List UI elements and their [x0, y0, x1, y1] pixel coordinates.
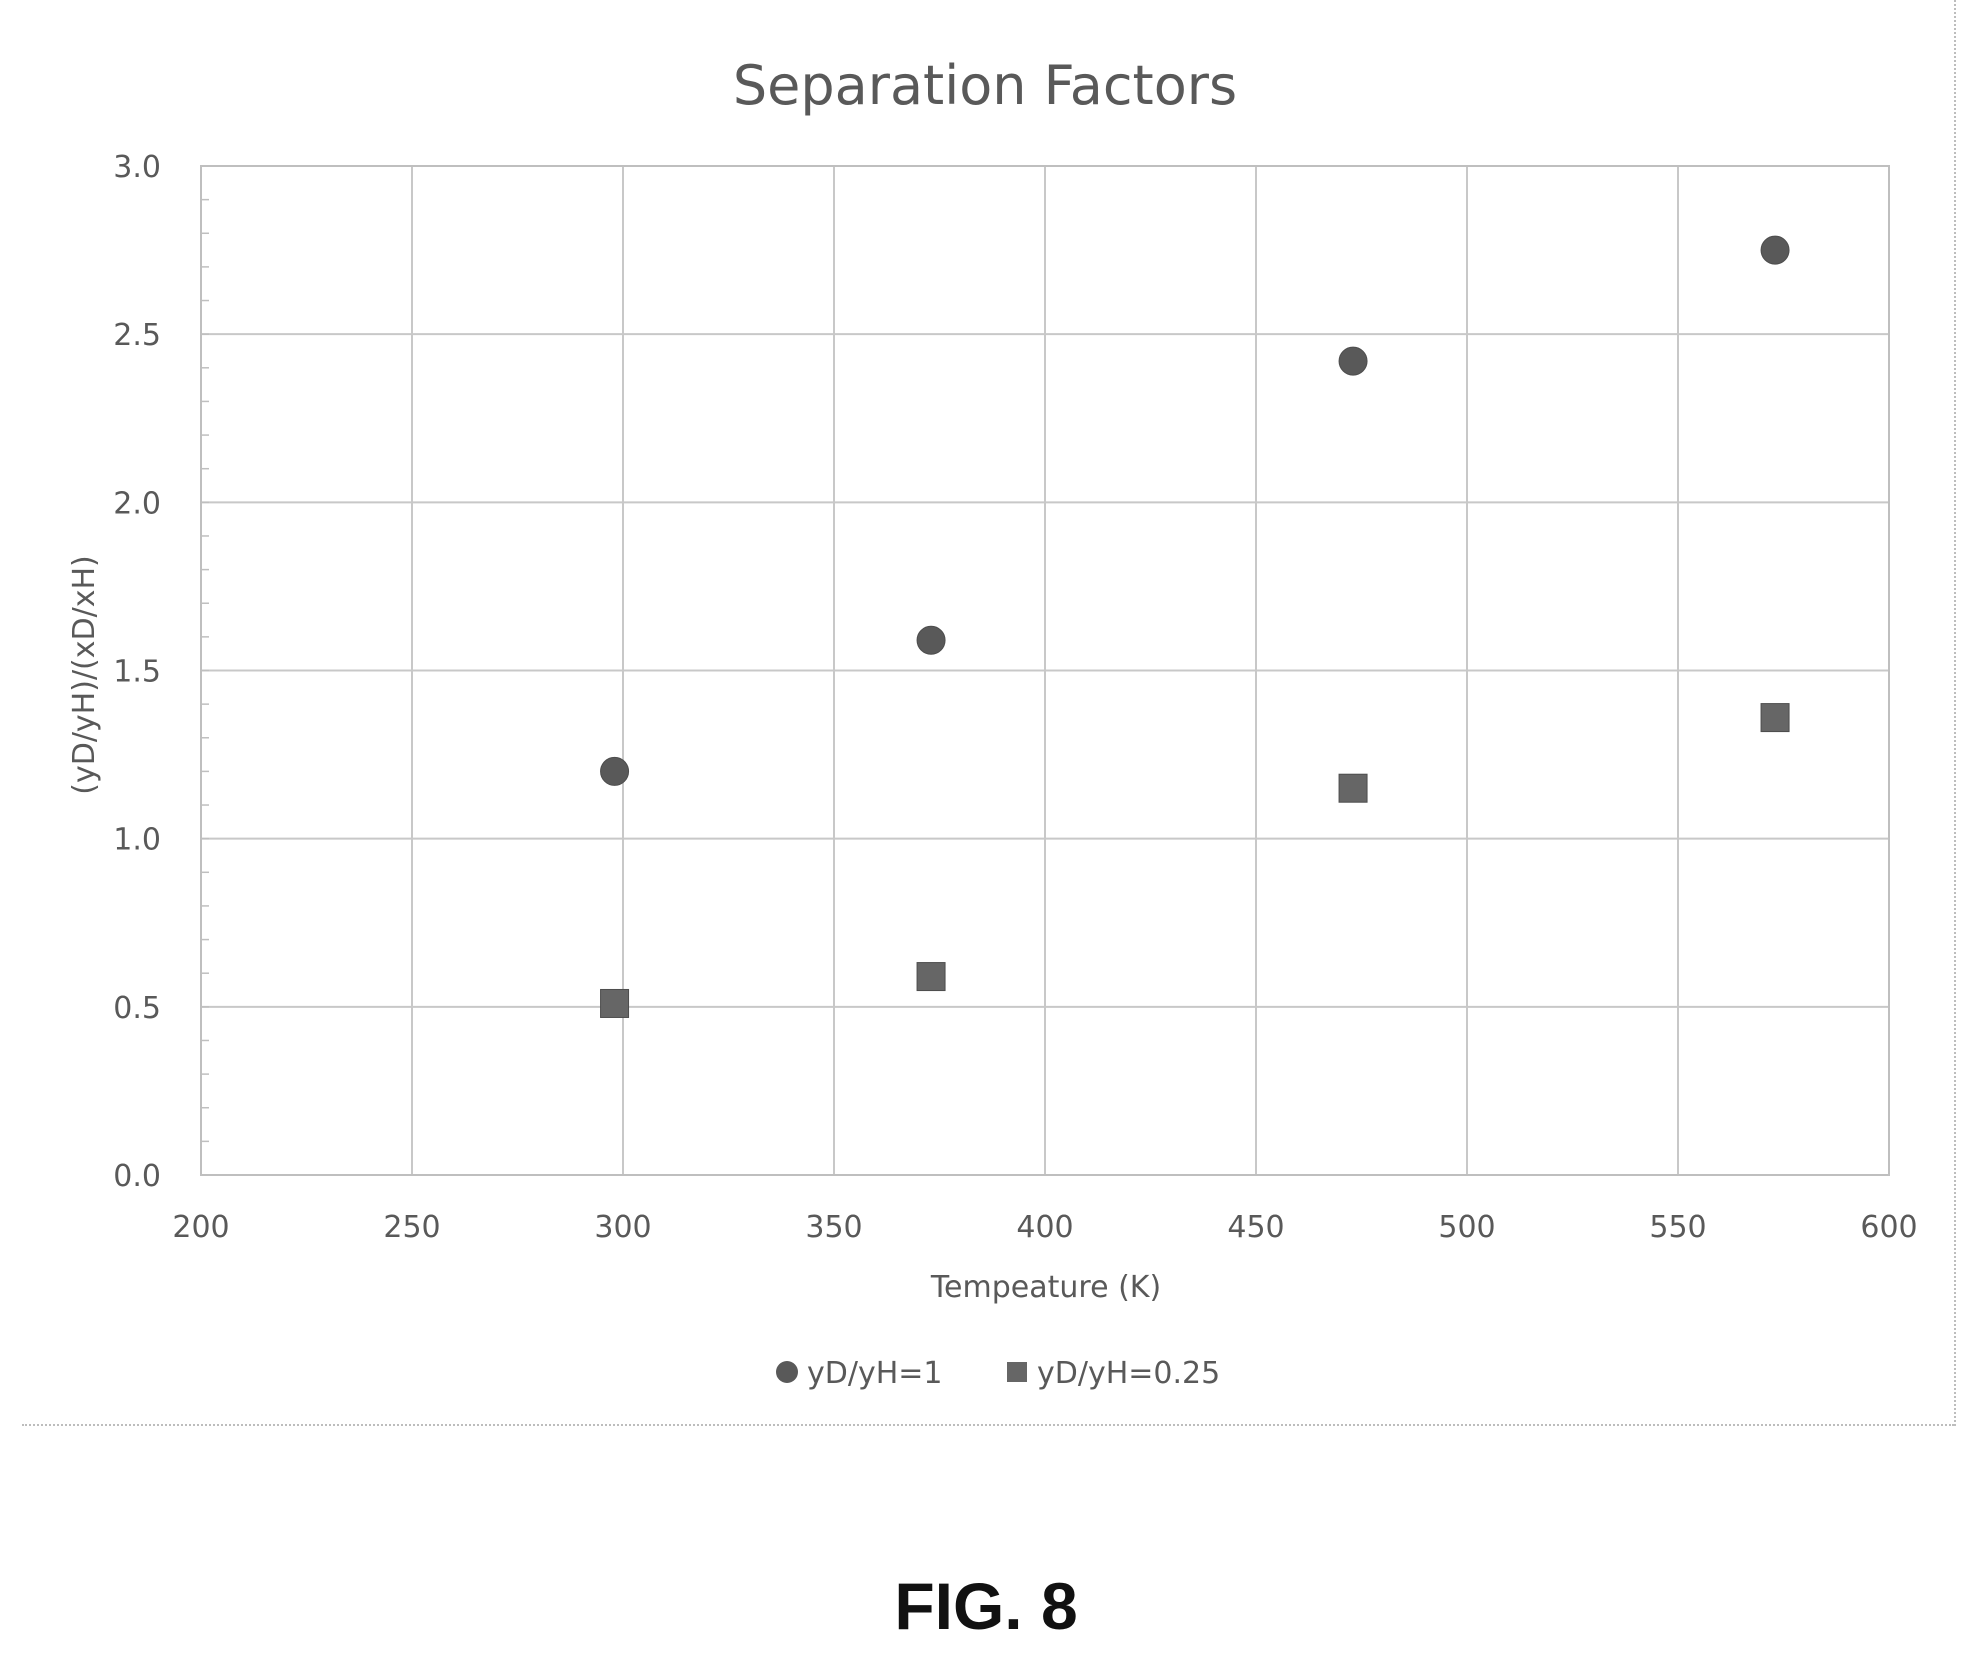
- grid-lines: [200, 165, 1890, 1176]
- y-tick-label: 1.0: [113, 823, 161, 858]
- data-point-circle: [600, 756, 630, 786]
- legend-marker-circle: [776, 1361, 798, 1383]
- x-tick-label: 500: [1438, 1210, 1495, 1245]
- x-axis-label: Tempeature (K): [930, 1270, 1161, 1305]
- data-points: [600, 235, 1790, 1018]
- y-tick-label: 0.0: [113, 1159, 161, 1194]
- legend-marker-square: [1007, 1362, 1027, 1382]
- y-tick-label: 2.0: [113, 486, 161, 521]
- x-tick-label: 450: [1227, 1210, 1284, 1245]
- y-tick-label: 2.5: [113, 318, 161, 353]
- scatter-chart: Separation Factors 200 250 300 350 400 450 500…: [67, 54, 1918, 1391]
- chart-frame-right-edge: [1954, 0, 1956, 1426]
- y-tick-label: 3.0: [113, 150, 161, 185]
- data-point-circle: [1338, 346, 1368, 376]
- y-tick-label: 1.5: [113, 655, 161, 690]
- x-tick-label: 250: [383, 1210, 440, 1245]
- chart-area: Separation Factors 200 250 300 350 400 450 500…: [22, 0, 1956, 1426]
- data-point-square: [916, 962, 946, 992]
- legend-label: yD/yH=0.25: [1037, 1356, 1220, 1391]
- x-tick-label: 200: [172, 1210, 229, 1245]
- y-tick-label: 0.5: [113, 991, 161, 1026]
- x-tick-label: 350: [805, 1210, 862, 1245]
- chart-frame-bottom-edge: [22, 1424, 1954, 1426]
- y-axis-ticks: 0.0 0.5 1.0 1.5 2.0 2.5 3.0: [113, 150, 161, 1194]
- x-tick-label: 550: [1649, 1210, 1706, 1245]
- data-point-square: [600, 988, 630, 1018]
- y-axis-label: (yD/yH)/(xD/xH): [67, 555, 102, 794]
- legend: yD/yH=1 yD/yH=0.25: [776, 1356, 1220, 1391]
- x-tick-label: 600: [1860, 1210, 1917, 1245]
- plot-area: [200, 165, 1890, 1176]
- figure-label: FIG. 8: [894, 1569, 1078, 1643]
- legend-label: yD/yH=1: [807, 1356, 943, 1391]
- data-point-square: [1338, 773, 1368, 803]
- x-axis-ticks: 200 250 300 350 400 450 500 550 600: [172, 1210, 1917, 1245]
- x-tick-label: 400: [1016, 1210, 1073, 1245]
- x-tick-label: 300: [594, 1210, 651, 1245]
- data-point-circle: [1760, 235, 1790, 265]
- chart-title: Separation Factors: [733, 54, 1237, 117]
- data-point-circle: [916, 625, 946, 655]
- data-point-square: [1760, 703, 1790, 733]
